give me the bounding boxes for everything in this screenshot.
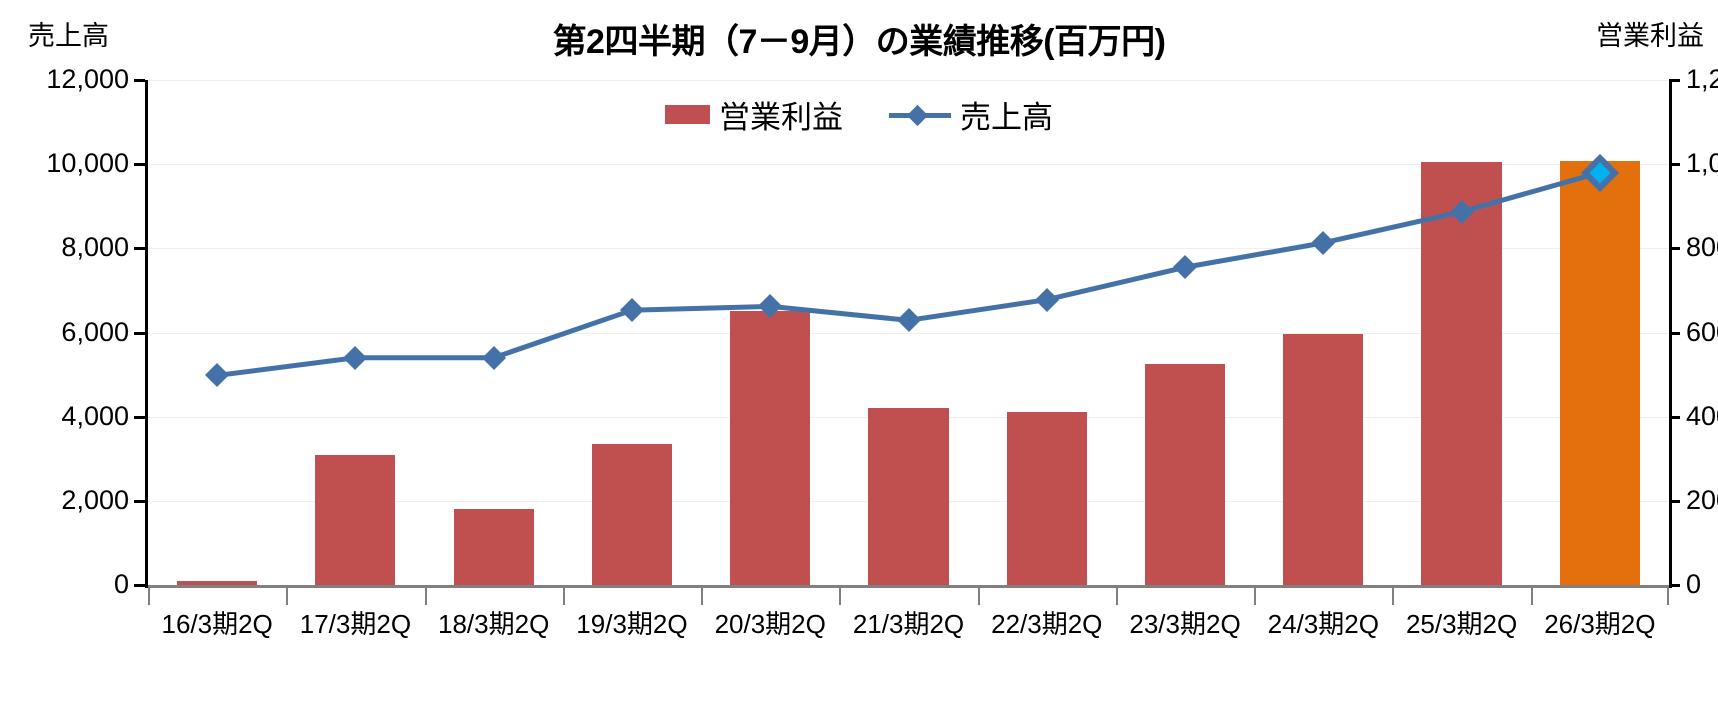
legend-item-line[interactable]: 売上高	[889, 92, 1053, 137]
left-tick-label: 8,000	[61, 232, 129, 263]
right-tick-mark	[1669, 331, 1680, 335]
sales-line	[216, 170, 1601, 378]
left-tick-label: 0	[113, 569, 129, 599]
x-axis-label-19/3期2Q: 19/3期2Q	[576, 609, 688, 639]
right-axis-title: 営業利益	[1596, 21, 1704, 51]
x-axis-label-18/3期2Q: 18/3期2Q	[438, 609, 550, 639]
left-tick-mark	[134, 584, 145, 587]
left-axis-line	[145, 80, 148, 588]
left-tick-mark	[134, 79, 145, 82]
right-tick-mark	[1669, 584, 1680, 587]
bar-16/3期2Q	[177, 580, 258, 585]
bar-18/3期2Q	[453, 509, 534, 585]
x-tick-mark	[1392, 588, 1395, 605]
left-tick-label: 10,000	[46, 148, 129, 179]
x-axis-label-17/3期2Q: 17/3期2Q	[299, 609, 412, 639]
x-axis-labels: 16/3期2Q 17/3期2Q 18/3期2Q 19/3期2Q 20/3期2Q 21/3期…	[148, 608, 1669, 652]
right-tick-mark	[1669, 163, 1680, 167]
left-axis-title: 売上高	[28, 21, 109, 51]
right-tick-label: 200	[1686, 484, 1718, 515]
right-tick-label: 1,000	[1686, 148, 1718, 179]
x-tick-mark	[286, 588, 289, 605]
legend-label-bar: 営業利益	[719, 100, 843, 135]
right-tick-mark	[1669, 415, 1680, 419]
gridline	[148, 332, 1669, 334]
bar-23/3期2Q	[1144, 364, 1226, 585]
x-axis-label-21/3期2Q: 21/3期2Q	[852, 609, 965, 639]
left-tick-mark	[134, 415, 145, 419]
bar-20/3期2Q	[730, 311, 811, 585]
right-tick-label: 400	[1686, 400, 1718, 431]
right-tick-mark	[1669, 79, 1680, 82]
right-tick-label: 800	[1686, 232, 1718, 263]
x-tick-mark	[424, 588, 427, 605]
left-tick-label: 12,000	[46, 64, 129, 94]
x-axis-label-20/3期2Q: 20/3期2Q	[714, 609, 826, 639]
right-tick-mark	[1669, 247, 1680, 251]
x-axis-ticks	[148, 588, 1669, 608]
x-tick-mark	[1667, 588, 1669, 605]
x-axis-label-23/3期2Q: 23/3期2Q	[1129, 609, 1241, 639]
right-tick-label: 1,200	[1686, 64, 1718, 94]
left-tick-mark	[134, 499, 145, 503]
x-tick-mark	[562, 588, 565, 605]
x-axis-label-26/3期2Q: 26/3期2Q	[1544, 609, 1656, 639]
x-tick-mark	[148, 588, 150, 605]
gridline	[148, 248, 1669, 250]
left-tick-mark	[134, 331, 145, 335]
x-tick-mark	[1530, 588, 1533, 605]
x-tick-mark	[1254, 588, 1257, 605]
gridline	[148, 164, 1669, 166]
left-tick-label: 6,000	[61, 316, 129, 347]
chart-title: 第2四半期（7－9月）の業績推移(百万円)	[552, 23, 1166, 61]
left-tick-mark	[134, 163, 145, 167]
bar-26/3期2Q	[1559, 160, 1640, 585]
left-tick-label: 2,000	[61, 484, 129, 515]
bar-22/3期2Q	[1006, 412, 1087, 585]
left-tick-mark	[134, 247, 145, 251]
x-axis-label-25/3期2Q: 25/3期2Q	[1405, 609, 1518, 639]
x-tick-mark	[977, 588, 980, 605]
gridline	[148, 80, 1669, 81]
legend-bar-swatch-icon	[665, 105, 710, 124]
left-tick-label: 4,000	[61, 400, 129, 431]
legend-line-swatch-icon	[889, 104, 951, 126]
right-tick-mark	[1669, 499, 1680, 503]
plot-area	[148, 80, 1669, 588]
bar-24/3期2Q	[1283, 333, 1364, 585]
bar-25/3期2Q	[1421, 162, 1502, 585]
x-tick-mark	[1115, 588, 1118, 605]
legend-label-line: 売上高	[960, 100, 1053, 135]
bar-21/3期2Q	[868, 408, 949, 585]
x-axis-label-22/3期2Q: 22/3期2Q	[991, 609, 1103, 639]
x-tick-mark	[701, 588, 704, 605]
bar-17/3期2Q	[315, 454, 396, 585]
x-axis-baseline	[148, 585, 1669, 588]
x-axis-label-24/3期2Q: 24/3期2Q	[1267, 609, 1379, 639]
chart-legend: 営業利益 売上高	[0, 92, 1718, 137]
legend-item-bar[interactable]: 営業利益	[665, 92, 843, 137]
right-tick-label: 600	[1686, 316, 1718, 347]
right-tick-label: 0	[1686, 569, 1702, 599]
bar-19/3期2Q	[591, 444, 673, 585]
x-tick-mark	[839, 588, 842, 605]
x-axis-label-16/3期2Q: 16/3期2Q	[161, 609, 273, 639]
